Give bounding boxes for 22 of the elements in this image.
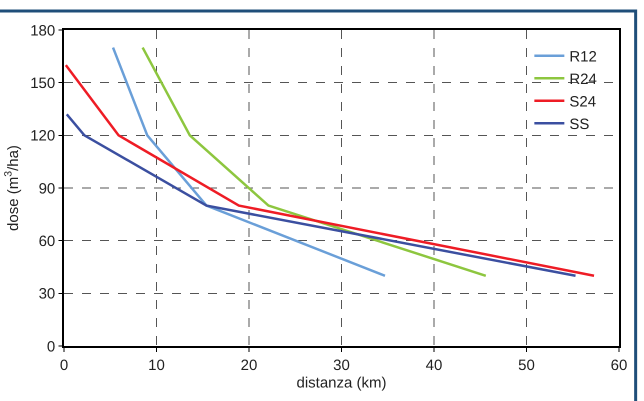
y-tick-label: 90 <box>38 180 56 198</box>
x-tick-label: 0 <box>60 356 68 374</box>
y-tick-label: 120 <box>30 128 56 145</box>
y-tick-label: 180 <box>30 22 56 40</box>
line-series <box>141 46 488 278</box>
y-tick-label: 150 <box>30 74 56 92</box>
x-tick-label: 60 <box>610 356 628 374</box>
x-tick-label: 50 <box>518 356 535 374</box>
x-tick-label: 30 <box>333 356 350 374</box>
legend-label: S24 <box>569 94 596 111</box>
legend-label: R12 <box>569 48 597 66</box>
legend-label: R24 <box>569 71 597 88</box>
line-series <box>112 46 386 278</box>
y-tick-label: 0 <box>46 338 56 356</box>
x-axis-title: distanza (km) <box>296 374 387 392</box>
legend-label: SS <box>569 116 590 134</box>
line-series <box>64 64 596 278</box>
x-tick-label: 40 <box>426 356 442 374</box>
y-tick-label: 60 <box>38 232 56 250</box>
x-tick-label: 20 <box>240 356 258 374</box>
x-tick-label: 10 <box>148 356 165 374</box>
y-tick-label: 30 <box>38 286 56 303</box>
